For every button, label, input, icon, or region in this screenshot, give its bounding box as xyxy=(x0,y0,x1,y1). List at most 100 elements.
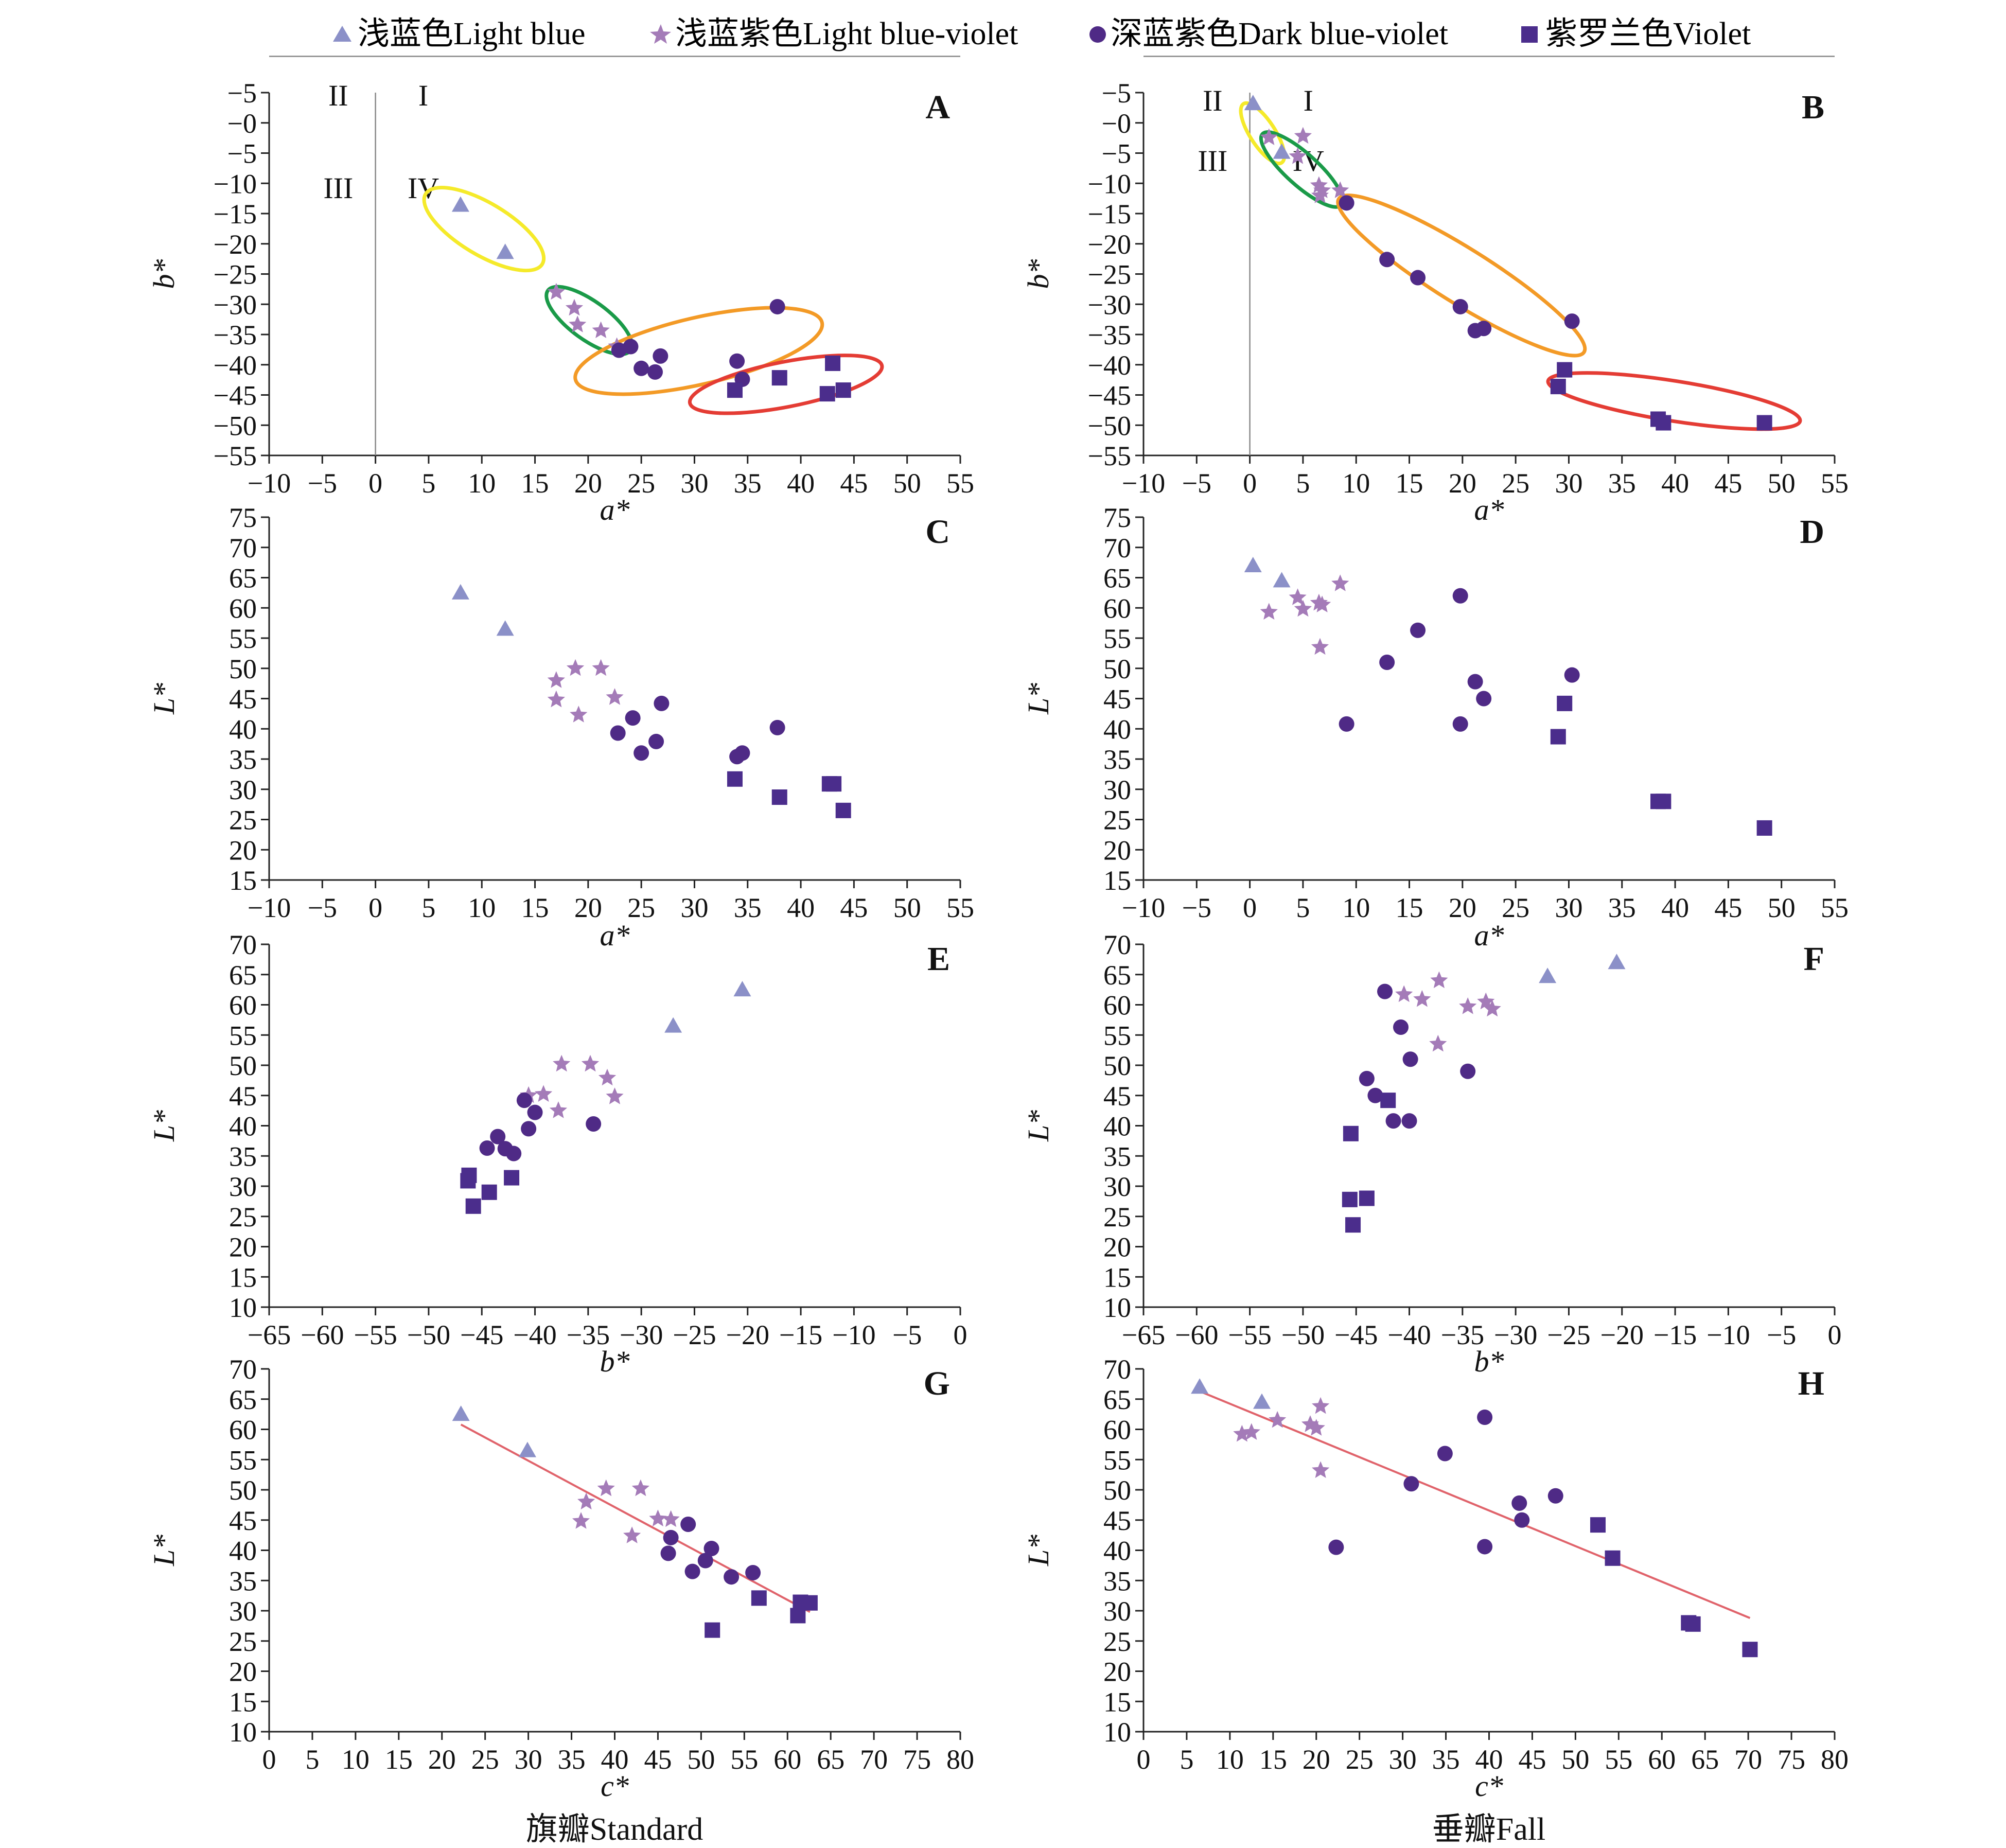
x-tick-label: −40 xyxy=(513,1319,556,1350)
x-tick-label: 45 xyxy=(840,892,868,923)
dark-blue-violet-point xyxy=(1339,195,1354,211)
light-blue-point xyxy=(518,1441,536,1457)
x-tick-label: 5 xyxy=(1296,468,1310,499)
x-tick-label: 30 xyxy=(515,1744,542,1775)
light-blue-point xyxy=(733,981,751,997)
x-tick-label: −10 xyxy=(1122,892,1165,923)
x-tick-label: −50 xyxy=(1281,1319,1325,1350)
y-tick-label: −15 xyxy=(1088,199,1131,230)
y-tick-label: 20 xyxy=(1103,1657,1131,1687)
light-blue-violet-point xyxy=(1331,181,1349,198)
x-tick-label: −65 xyxy=(1122,1319,1165,1350)
y-axis-label: L* xyxy=(147,1110,181,1142)
dark-blue-violet-point xyxy=(653,348,668,364)
x-tick-label: −10 xyxy=(1122,468,1165,499)
dark-blue-violet-point xyxy=(703,1540,719,1556)
x-tick-label: 5 xyxy=(421,892,435,923)
x-tick-label: −10 xyxy=(832,1319,875,1350)
light-blue-violet-point xyxy=(1242,1423,1260,1440)
y-tick-label: 55 xyxy=(229,623,257,654)
x-tick-label: 80 xyxy=(1821,1744,1849,1775)
quadrant-label: III xyxy=(323,171,353,205)
y-tick-label: 25 xyxy=(1103,1202,1131,1233)
x-tick-label: −30 xyxy=(1494,1319,1537,1350)
dark-blue-violet-point xyxy=(634,745,649,761)
violet-point xyxy=(1605,1550,1621,1566)
dark-blue-violet-point xyxy=(1511,1495,1527,1511)
x-tick-label: 15 xyxy=(1396,468,1423,499)
y-tick-label: 30 xyxy=(229,775,257,805)
x-tick-label: 50 xyxy=(687,1744,715,1775)
x-tick-label: −5 xyxy=(308,892,337,923)
x-tick-label: 15 xyxy=(1259,1744,1287,1775)
light-blue-violet-point xyxy=(592,321,610,338)
violet-point xyxy=(1656,415,1671,431)
y-tick-label: 10 xyxy=(1103,1292,1131,1323)
dark-blue-violet-point xyxy=(1367,1087,1383,1103)
light-blue-violet-point xyxy=(547,690,565,708)
ellipse-red xyxy=(688,354,884,415)
dark-blue-violet-point xyxy=(684,1563,700,1579)
x-tick-label: 40 xyxy=(1661,892,1689,923)
x-tick-label: 20 xyxy=(1449,468,1476,499)
violet-point xyxy=(825,355,841,371)
y-tick-label: 25 xyxy=(229,1202,257,1233)
light-blue-point xyxy=(1191,1378,1209,1394)
y-tick-label: 60 xyxy=(1103,1415,1131,1446)
light-blue-violet-point xyxy=(566,659,585,676)
panel-f: −65 −60 −55 −50 −45 −40 −35 −30 −25 −20 −15 −10 −5 07… xyxy=(1022,929,1842,1378)
dark-blue-violet-point xyxy=(1452,588,1468,604)
x-tick-label: −10 xyxy=(248,892,291,923)
y-tick-label: 70 xyxy=(1103,533,1131,564)
violet-point xyxy=(727,771,743,787)
dark-blue-violet-point xyxy=(697,1553,713,1569)
x-tick-label: −55 xyxy=(354,1319,397,1350)
light-blue-violet-point xyxy=(1289,588,1307,605)
dark-blue-violet-point xyxy=(648,733,664,749)
x-tick-label: 5 xyxy=(1296,892,1310,923)
y-tick-label: 65 xyxy=(229,563,257,594)
y-tick-label: 35 xyxy=(1103,1141,1131,1172)
y-tick-label: 15 xyxy=(229,1686,257,1717)
violet-point xyxy=(727,382,743,398)
x-tick-label: 70 xyxy=(860,1744,888,1775)
x-tick-label: 55 xyxy=(1821,468,1849,499)
x-tick-label: 15 xyxy=(385,1744,413,1775)
light-blue-violet-point xyxy=(1429,1034,1447,1052)
legend-item-violet: 紫罗兰色Violet xyxy=(1521,16,1751,51)
y-tick-label: 55 xyxy=(1103,1445,1131,1475)
y-tick-label: 70 xyxy=(229,533,257,564)
light-blue-violet-point xyxy=(1294,600,1312,617)
x-tick-label: 0 xyxy=(1828,1319,1842,1350)
x-tick-label: −45 xyxy=(460,1319,503,1350)
y-tick-label: 65 xyxy=(1103,960,1131,991)
x-axis-label: b* xyxy=(1474,1345,1504,1378)
y-tick-label: 60 xyxy=(229,1415,257,1446)
y-tick-label: 55 xyxy=(229,1020,257,1051)
x-tick-label: 5 xyxy=(305,1744,319,1775)
light-blue-violet-point xyxy=(649,1509,667,1526)
y-tick-label: 10 xyxy=(229,1292,257,1323)
x-tick-label: 35 xyxy=(1608,468,1636,499)
violet-point xyxy=(1656,794,1671,809)
y-tick-label: 60 xyxy=(229,990,257,1021)
y-tick-label: 45 xyxy=(229,684,257,715)
x-tick-label: 45 xyxy=(644,1744,672,1775)
x-tick-label: −5 xyxy=(308,468,337,499)
x-tick-label: 75 xyxy=(903,1744,931,1775)
light-blue-point xyxy=(496,243,514,259)
violet-point xyxy=(1756,415,1772,431)
violet-point xyxy=(460,1173,476,1189)
light-blue-violet-point xyxy=(581,1054,600,1072)
y-tick-label: 40 xyxy=(1103,1111,1131,1142)
x-tick-label: 55 xyxy=(946,468,974,499)
legend-label-dark-blue-violet: 深蓝紫色Dark blue-violet xyxy=(1111,16,1448,51)
violet-point xyxy=(1380,1093,1396,1108)
y-tick-label: 65 xyxy=(229,1384,257,1415)
y-axis-label: b* xyxy=(1022,259,1055,289)
dark-blue-violet-point xyxy=(1377,983,1393,999)
y-tick-label: −45 xyxy=(1088,380,1131,411)
ellipse-orange xyxy=(573,306,824,396)
x-tick-label: 25 xyxy=(1502,892,1529,923)
x-tick-label: 25 xyxy=(471,1744,499,1775)
